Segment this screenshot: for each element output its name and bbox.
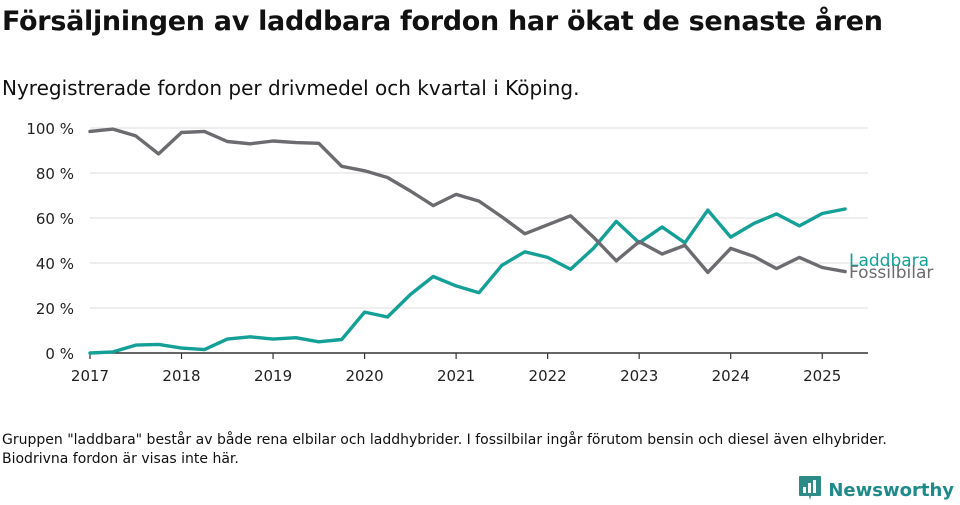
brand-name: Newsworthy xyxy=(828,479,954,501)
series-lines xyxy=(88,127,847,355)
y-tick-label: 40 % xyxy=(36,255,74,273)
x-tick-label: 2021 xyxy=(437,367,475,385)
x-tick-label: 2023 xyxy=(620,367,658,385)
chart-subtitle: Nyregistrerade fordon per drivmedel och … xyxy=(2,76,580,100)
y-tick-label: 60 % xyxy=(36,210,74,228)
gridlines xyxy=(90,127,868,309)
footnote: Gruppen "laddbara" består av både rena e… xyxy=(2,432,887,467)
y-tick-label: 20 % xyxy=(36,300,74,318)
y-tick-label: 100 % xyxy=(26,120,74,138)
brand-logo[interactable]: Newsworthy xyxy=(798,475,954,505)
series-line-fossilbilar xyxy=(88,127,847,275)
y-axis-ticks: 0 % 20 % 40 % 60 % 80 % 100 % xyxy=(26,120,74,363)
series-line-laddbara xyxy=(88,207,847,355)
x-tick-label: 2018 xyxy=(162,367,200,385)
bar-chart-logo-icon xyxy=(798,475,822,505)
chart-title: Försäljningen av laddbara fordon har öka… xyxy=(2,6,883,37)
x-tick-label: 2025 xyxy=(803,367,841,385)
series-label-fossilbilar: Fossilbilar xyxy=(849,263,933,283)
y-tick-label: 80 % xyxy=(36,165,74,183)
series-label-laddbara: Laddbara xyxy=(849,251,929,271)
x-tick-label: 2017 xyxy=(71,367,109,385)
x-tick-label: 2022 xyxy=(529,367,567,385)
x-tick-label: 2020 xyxy=(345,367,383,385)
x-tick-label: 2024 xyxy=(712,367,750,385)
line-chart: 0 % 20 % 40 % 60 % 80 % 100 % 2017 2018 2019 202… xyxy=(26,120,933,385)
x-axis: 2017 2018 2019 2020 2021 2022 2023 2024 2025 xyxy=(71,352,868,385)
y-tick-label: 0 % xyxy=(45,345,74,363)
x-tick-label: 2019 xyxy=(254,367,292,385)
